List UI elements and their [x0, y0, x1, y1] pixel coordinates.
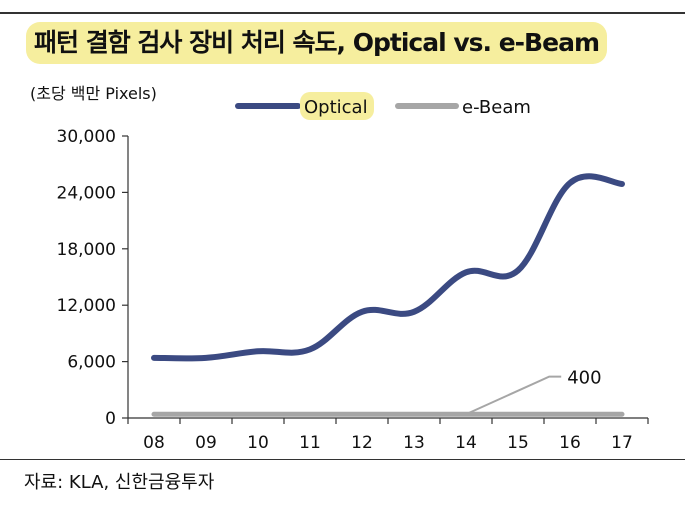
x-tick-label: 16	[559, 433, 581, 453]
top-rule	[0, 12, 685, 14]
line-chart: Optical e-Beam 0 6,000 12,000 18,000 24,000 30…	[57, 92, 649, 453]
source-note: 자료: KLA, 신한금융투자	[24, 472, 215, 493]
chart-title: 패턴 결함 검사 장비 처리 속도, Optical vs. e-Beam	[26, 22, 607, 64]
x-tick-label: 13	[403, 433, 425, 453]
x-tick-label: 14	[455, 433, 477, 453]
y-tick-label: 6,000	[67, 353, 116, 373]
annotation-leader	[465, 375, 562, 416]
y-tick-label: 12,000	[57, 296, 116, 316]
series-group	[151, 173, 625, 417]
x-tick-label: 12	[351, 433, 373, 453]
x-tick-label: 08	[143, 433, 165, 453]
x-axis: 08 09 10 11 12 13 14 15 16 17	[127, 417, 649, 453]
y-tick-label: 18,000	[57, 240, 116, 260]
y-tick-label: 0	[105, 409, 116, 429]
x-tick-label: 10	[247, 433, 269, 453]
annotation-group: 400	[465, 368, 602, 416]
x-tick-label: 15	[507, 433, 529, 453]
legend-label-optical: Optical	[304, 97, 368, 118]
unit-label: (초당 백만 Pixels)	[30, 84, 157, 103]
legend-highlight	[300, 92, 374, 120]
bottom-rule	[0, 459, 685, 460]
annotation-label: 400	[567, 368, 601, 389]
legend-label-ebeam: e-Beam	[462, 97, 531, 118]
x-tick-label: 11	[299, 433, 321, 453]
legend: Optical e-Beam	[235, 92, 531, 120]
y-tick-label: 24,000	[57, 183, 116, 203]
y-tick-label: 30,000	[57, 127, 116, 147]
optical-series-line	[151, 173, 625, 362]
x-tick-label: 09	[195, 433, 217, 453]
y-axis: 0 6,000 12,000 18,000 24,000 30,000	[57, 127, 129, 429]
x-tick-label: 17	[611, 433, 633, 453]
